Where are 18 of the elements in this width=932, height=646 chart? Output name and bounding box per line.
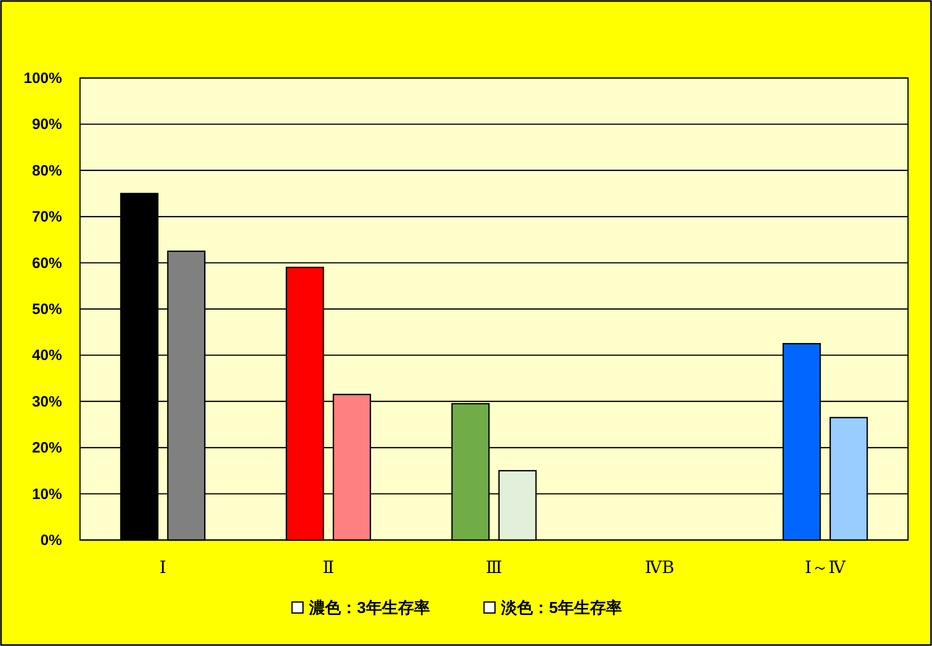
text: 淡色：5年生存率 [500, 598, 622, 617]
y-tick-label: 90% [32, 116, 62, 134]
y-tick-label: 10% [32, 486, 62, 503]
y-tick-label: 70% [32, 208, 62, 226]
x-tick-label: Ⅲ [486, 558, 502, 578]
y-tick-label: 50% [32, 301, 62, 318]
y-tick-label: 80% [32, 162, 62, 180]
y-tick-label: 60% [32, 254, 62, 272]
x-tick-label: Ⅰ [159, 558, 166, 578]
x-tick-label: Ⅱ [322, 558, 334, 578]
y-tick-label: 100% [24, 70, 62, 87]
text: 濃色：3年生存率 [308, 598, 430, 617]
y-tick-label: 20% [32, 440, 62, 457]
x-tick-label: Ⅰ～Ⅳ [804, 558, 847, 578]
y-tick-label: 0% [40, 532, 62, 549]
y-tick-label: 40% [32, 347, 62, 364]
x-tick-label: ⅣB [644, 558, 674, 578]
y-tick-label: 30% [32, 393, 62, 410]
